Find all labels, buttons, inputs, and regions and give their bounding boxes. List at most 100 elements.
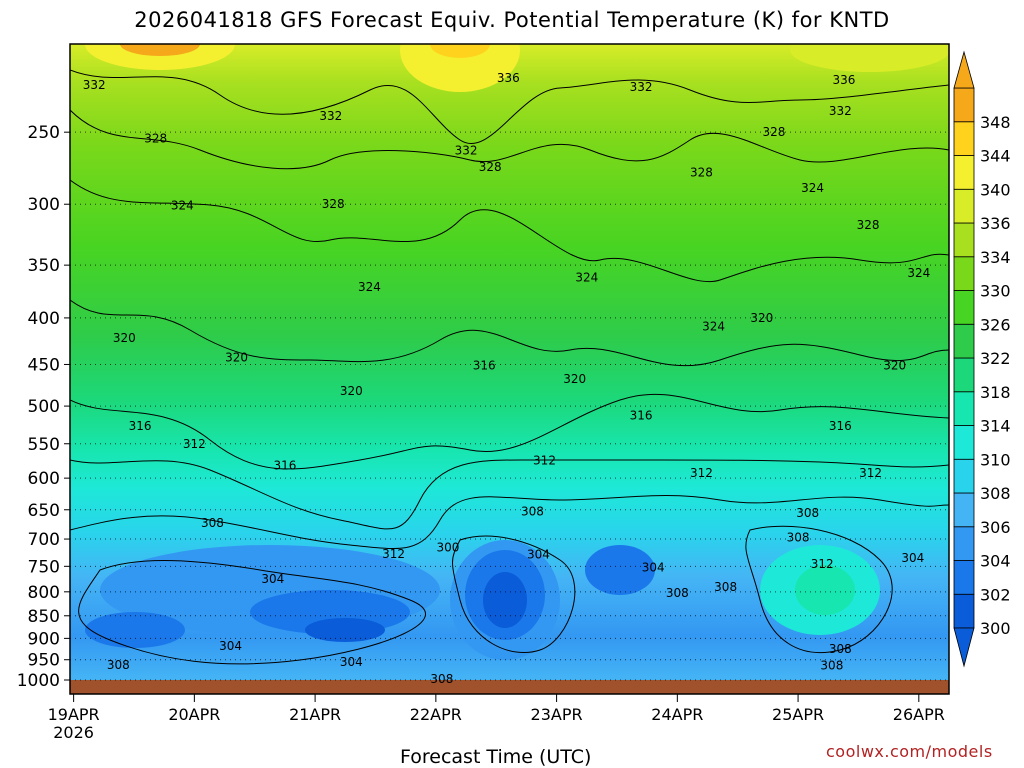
contour-label: 336 (833, 73, 856, 87)
colorbar-label: 308 (980, 484, 1011, 503)
colorbar-label: 336 (980, 214, 1011, 233)
warm-pocket (400, 44, 520, 92)
colorbar-segment (953, 222, 975, 258)
cold-pocket (85, 612, 185, 648)
contour-label: 320 (340, 384, 363, 398)
colorbar-segment (953, 188, 975, 224)
x-tick-label: 25APR (772, 705, 824, 724)
x-axis-label: Forecast Time (UTC) (400, 746, 592, 768)
contour-label: 308 (829, 642, 852, 656)
contour-label: 312 (183, 437, 206, 451)
contour-label: 316 (829, 419, 852, 433)
contour-label: 304 (340, 655, 363, 669)
contour-label: 304 (219, 639, 242, 653)
contour-label: 308 (521, 505, 544, 519)
contour-label: 308 (787, 530, 810, 544)
contour-label: 332 (455, 144, 478, 158)
contour-label: 336 (497, 71, 520, 85)
contour-label: 304 (901, 551, 924, 565)
warm-pocket (120, 44, 200, 56)
y-tick-label: 500 (28, 397, 60, 417)
colorbar-label: 310 (980, 450, 1011, 469)
colorbar-label: 340 (980, 180, 1011, 199)
y-tick-label: 900 (28, 629, 60, 649)
theta-e-field (70, 44, 949, 680)
contour-label: 312 (690, 466, 713, 480)
contour-label: 312 (859, 466, 882, 480)
contour-label: 324 (171, 199, 194, 213)
moist-pocket (795, 565, 855, 615)
contour-label: 324 (575, 270, 598, 284)
contour-324 (70, 179, 949, 283)
contour-label: 304 (642, 560, 665, 574)
contour-label: 324 (801, 181, 824, 195)
contour-label: 324 (702, 320, 725, 334)
warm-pocket (85, 44, 235, 70)
contour-label: 316 (129, 419, 152, 433)
y-tick-label: 700 (28, 530, 60, 550)
contour-304 (78, 560, 426, 665)
colorbar-label: 304 (980, 552, 1011, 571)
cold-pocket (585, 545, 655, 595)
x-tick-label: 22APR (410, 705, 462, 724)
colorbar-label: 314 (980, 417, 1011, 436)
contour-label: 304 (527, 548, 550, 562)
contour-label: 328 (857, 218, 880, 232)
contour-label: 324 (358, 280, 381, 294)
contour-label: 308 (820, 659, 843, 673)
y-tick-label: 950 (28, 651, 60, 671)
colorbar-segment (953, 425, 975, 460)
colorbar-segment (953, 323, 975, 359)
contour-304 (452, 535, 576, 654)
contour-label: 320 (113, 331, 136, 345)
contour-label: 328 (762, 125, 785, 139)
x-tick-label: 20APR (168, 705, 220, 724)
x-tick-label: 23APR (531, 705, 583, 724)
contour-308 (70, 495, 949, 550)
contour-label: 332 (829, 104, 852, 118)
plot-frame (69, 43, 950, 695)
colorbar-segment (953, 593, 975, 629)
contour-label: 320 (750, 311, 773, 325)
contour-label: 312 (533, 454, 556, 468)
colorbar-label: 318 (980, 383, 1011, 402)
colorbar-segment (953, 560, 975, 595)
y-tick-label: 300 (28, 195, 60, 215)
colorbar-segment (953, 492, 975, 528)
contour-label: 308 (796, 506, 819, 520)
colorbar-label: 302 (980, 585, 1011, 604)
cold-pocket (483, 572, 527, 628)
y-tick-label: 800 (28, 583, 60, 603)
contour-label: 328 (144, 131, 167, 145)
colorbar-segment (953, 121, 975, 156)
colorbar-top-arrow (953, 50, 975, 89)
contour-312 (70, 459, 949, 530)
colorbar-label: 326 (980, 315, 1011, 334)
warm-pocket (790, 44, 949, 72)
colorbar-label: 348 (980, 113, 1011, 132)
contour-328 (70, 109, 949, 170)
contour-label: 320 (563, 372, 586, 386)
y-tick-label: 600 (28, 469, 60, 489)
y-tick-label: 250 (28, 123, 60, 143)
y-axis: 2503003504004505005506006507007508008509… (17, 123, 70, 691)
contour-308 (745, 525, 893, 654)
colorbar-label: 300 (980, 619, 1011, 638)
y-tick-label: 650 (28, 501, 60, 521)
contour-label: 328 (479, 160, 502, 174)
credit-text: coolwx.com/models (826, 742, 993, 761)
colorbar-label: 306 (980, 518, 1011, 537)
contour-label: 312 (811, 557, 834, 571)
contour-label: 304 (261, 572, 284, 586)
y-tick-label: 350 (28, 256, 60, 276)
contour-320 (70, 299, 949, 367)
contour-label: 308 (666, 586, 689, 600)
colorbar-segment (953, 155, 975, 190)
ground-band (70, 680, 949, 694)
colorbar-label: 334 (980, 248, 1011, 267)
contour-label: 332 (83, 78, 106, 92)
y-tick-label: 750 (28, 557, 60, 577)
contour-label: 332 (319, 109, 342, 123)
